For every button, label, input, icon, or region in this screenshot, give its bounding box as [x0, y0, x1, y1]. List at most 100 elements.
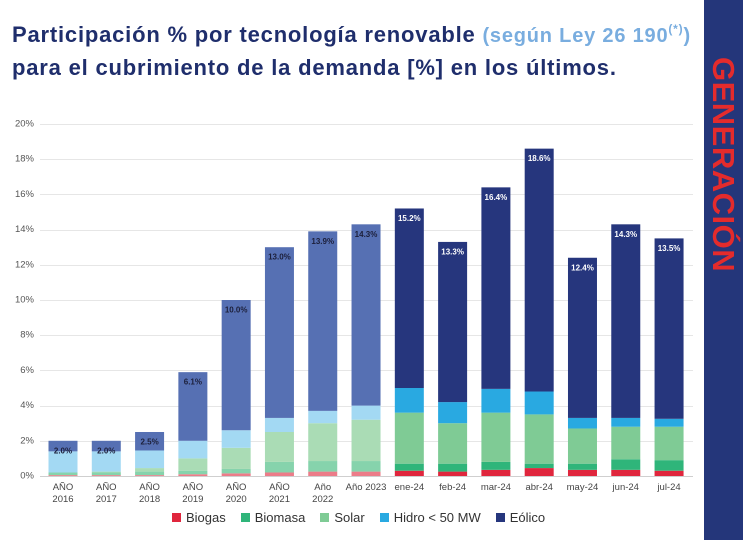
- bar-segment-biogas: [438, 471, 468, 476]
- bar-stack-ano-2023: [351, 224, 381, 476]
- bar-segment-hidro-50-mw: [221, 430, 251, 448]
- total-label: 15.2%: [398, 214, 421, 223]
- bar-stack-ano-2022: [308, 231, 338, 476]
- bar-segment-eolico: [221, 300, 251, 431]
- total-label: 2.5%: [140, 438, 158, 447]
- legend-item-solar: Solar: [320, 510, 365, 525]
- title-line-2: para el cubrimiento de la demanda [%] en…: [12, 55, 617, 80]
- bar-segment-biogas: [221, 473, 251, 476]
- total-label: 18.6%: [528, 154, 551, 163]
- bar-segment-solar: [221, 447, 251, 469]
- bar-stack-jun-24: [611, 224, 641, 476]
- x-tick-label: Año 2022: [312, 482, 334, 505]
- bars: [48, 148, 684, 476]
- bar-segment-hidro-50-mw: [178, 440, 208, 459]
- bar-segment-biogas: [611, 469, 641, 476]
- title-line-1: Participación % por tecnología renovable…: [12, 20, 691, 53]
- legend-label-hidro: Hidro < 50 MW: [393, 510, 481, 525]
- total-label: 13.0%: [268, 253, 291, 262]
- total-label: 2.0%: [54, 446, 72, 455]
- bar-segment-eolico: [567, 257, 597, 418]
- legend-item-biomasa: Biomasa: [240, 510, 306, 525]
- total-label: 6.1%: [184, 378, 202, 387]
- x-tick-label: AÑO 2017: [95, 482, 117, 505]
- bar-segment-hidro-50-mw: [351, 405, 381, 420]
- bar-stack-ano-2018: [135, 432, 165, 476]
- bar-segment-biomasa: [611, 459, 641, 470]
- bar-segment-hidro-50-mw: [48, 451, 78, 473]
- bar-segment-biomasa: [308, 461, 338, 472]
- x-tick-label: AÑO 2019: [182, 482, 204, 505]
- bar-segment-eolico: [481, 187, 511, 389]
- total-label: 13.3%: [441, 247, 464, 256]
- footnote-marker: (*): [668, 22, 684, 36]
- bar-segment-solar: [438, 423, 468, 464]
- bar-segment-biomasa: [178, 470, 208, 475]
- legend-label-biogas: Biogas: [186, 510, 226, 525]
- legend-item-hidro: Hidro < 50 MW: [379, 510, 481, 525]
- total-label: 13.9%: [311, 237, 334, 246]
- bar-segment-biogas: [654, 470, 684, 476]
- y-tick-label: 0%: [20, 471, 34, 482]
- x-tick-label: jun-24: [612, 482, 639, 493]
- bar-stack-may-24: [567, 257, 597, 476]
- bar-segment-hidro-50-mw: [394, 388, 424, 413]
- law-reference: (según Ley 26 190(*)): [482, 22, 690, 47]
- bar-segment-eolico: [611, 224, 641, 418]
- y-tick-label: 2%: [20, 435, 34, 446]
- bar-segment-eolico: [48, 440, 78, 452]
- bar-segment-biomasa: [481, 461, 511, 470]
- total-label: 12.4%: [571, 263, 594, 272]
- legend-label-biomasa: Biomasa: [254, 510, 306, 525]
- bar-segment-biogas: [91, 475, 121, 476]
- legend: Biogas Biomasa Solar Hidro < 50 MW Eólic…: [172, 510, 545, 525]
- total-label: 10.0%: [225, 306, 248, 315]
- bar-segment-solar: [611, 426, 641, 460]
- bar-segment-biogas: [264, 472, 294, 476]
- bar-segment-biogas: [351, 471, 381, 476]
- bar-segment-hidro-50-mw: [567, 417, 597, 429]
- bar-segment-hidro-50-mw: [264, 417, 294, 432]
- bar-segment-hidro-50-mw: [308, 410, 338, 424]
- bar-stack-ano-2020: [221, 300, 251, 476]
- bar-stack-jul-24: [654, 238, 684, 476]
- bar-stack-mar-24: [481, 187, 511, 476]
- bar-segment-solar: [481, 412, 511, 462]
- x-tick-label: AÑO 2020: [225, 482, 247, 505]
- bar-segment-eolico: [308, 231, 338, 411]
- bar-segment-eolico: [264, 247, 294, 418]
- bar-segment-solar: [135, 468, 165, 472]
- bar-segment-hidro-50-mw: [438, 402, 468, 424]
- chart-title: Participación % por tecnología renovable…: [12, 20, 691, 83]
- x-tick-label: abr-24: [525, 482, 553, 493]
- bar-stack-ano-2016: [48, 440, 78, 476]
- x-tick-label: AÑO 2021: [268, 482, 290, 505]
- y-axis-labels: 0% 2% 4% 6% 8% 10% 12% 14% 16% 18% 20%: [15, 119, 35, 482]
- bar-stack-ano-2021: [264, 247, 294, 476]
- bar-segment-eolico: [654, 238, 684, 419]
- total-labels: 2.0% 2.0% 2.5% 6.1% 10.0% 13.0% 13.9% 14.3% 15.2…: [54, 154, 681, 455]
- x-tick-label: feb-24: [439, 482, 467, 493]
- bar-segment-solar: [264, 432, 294, 462]
- bar-segment-biomasa: [48, 472, 78, 476]
- bar-segment-hidro-50-mw: [611, 417, 641, 427]
- bar-segment-solar: [394, 412, 424, 464]
- legend-item-biogas: Biogas: [172, 510, 226, 525]
- x-axis-labels: AÑO 2016 AÑO 2017 AÑO 2018 AÑO 2019 AÑO 2020…: [52, 482, 680, 505]
- y-tick-label: 18%: [15, 154, 35, 165]
- legend-label-solar: Solar: [334, 510, 365, 525]
- y-tick-label: 16%: [15, 189, 35, 200]
- y-tick-label: 10%: [15, 295, 35, 306]
- bar-segment-solar: [351, 419, 381, 462]
- y-tick-label: 14%: [15, 224, 35, 235]
- y-tick-label: 12%: [15, 259, 35, 270]
- bar-segment-solar: [524, 414, 554, 464]
- bar-segment-eolico: [178, 372, 208, 441]
- bar-segment-biomasa: [654, 460, 684, 471]
- y-tick-label: 6%: [20, 365, 34, 376]
- bar-segment-solar: [91, 471, 121, 473]
- bar-segment-biogas: [48, 475, 78, 476]
- x-tick-label: ene-24: [394, 482, 425, 493]
- bar-segment-eolico: [524, 148, 554, 392]
- bar-segment-biogas: [524, 468, 554, 476]
